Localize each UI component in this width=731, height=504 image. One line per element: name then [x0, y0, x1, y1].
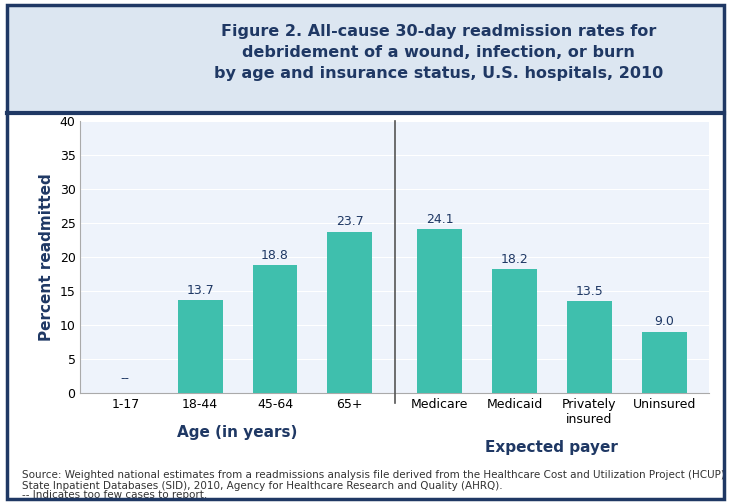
Text: Source: Weighted national estimates from a readmissions analysis file derived fr: Source: Weighted national estimates from…	[22, 470, 725, 491]
Text: --: --	[121, 372, 130, 385]
Bar	[327, 232, 372, 393]
Text: 24.1: 24.1	[426, 213, 453, 226]
FancyBboxPatch shape	[7, 5, 724, 113]
Bar	[417, 229, 462, 393]
X-axis label: Expected payer: Expected payer	[485, 440, 618, 455]
Text: 🦅: 🦅	[31, 45, 47, 70]
Bar	[567, 301, 612, 393]
Text: AHRQ: AHRQ	[69, 33, 118, 48]
Text: 18.2: 18.2	[501, 253, 529, 266]
X-axis label: Age (in years): Age (in years)	[178, 425, 298, 440]
Y-axis label: Percent readmitted: Percent readmitted	[39, 173, 54, 341]
FancyBboxPatch shape	[13, 15, 136, 104]
Bar	[252, 265, 298, 393]
Text: 13.7: 13.7	[186, 284, 214, 296]
Bar	[642, 332, 686, 393]
Text: 18.8: 18.8	[261, 249, 289, 262]
Text: -- Indicates too few cases to report.: -- Indicates too few cases to report.	[22, 490, 207, 500]
Text: 13.5: 13.5	[575, 285, 603, 298]
Text: Advancing
Excellence in
Health Care: Advancing Excellence in Health Care	[71, 59, 117, 82]
Bar	[492, 269, 537, 393]
Text: 23.7: 23.7	[336, 216, 364, 228]
Bar	[178, 300, 223, 393]
Text: Figure 2. All-cause 30-day readmission rates for
debridement of a wound, infecti: Figure 2. All-cause 30-day readmission r…	[214, 24, 663, 82]
Text: 9.0: 9.0	[654, 316, 674, 329]
